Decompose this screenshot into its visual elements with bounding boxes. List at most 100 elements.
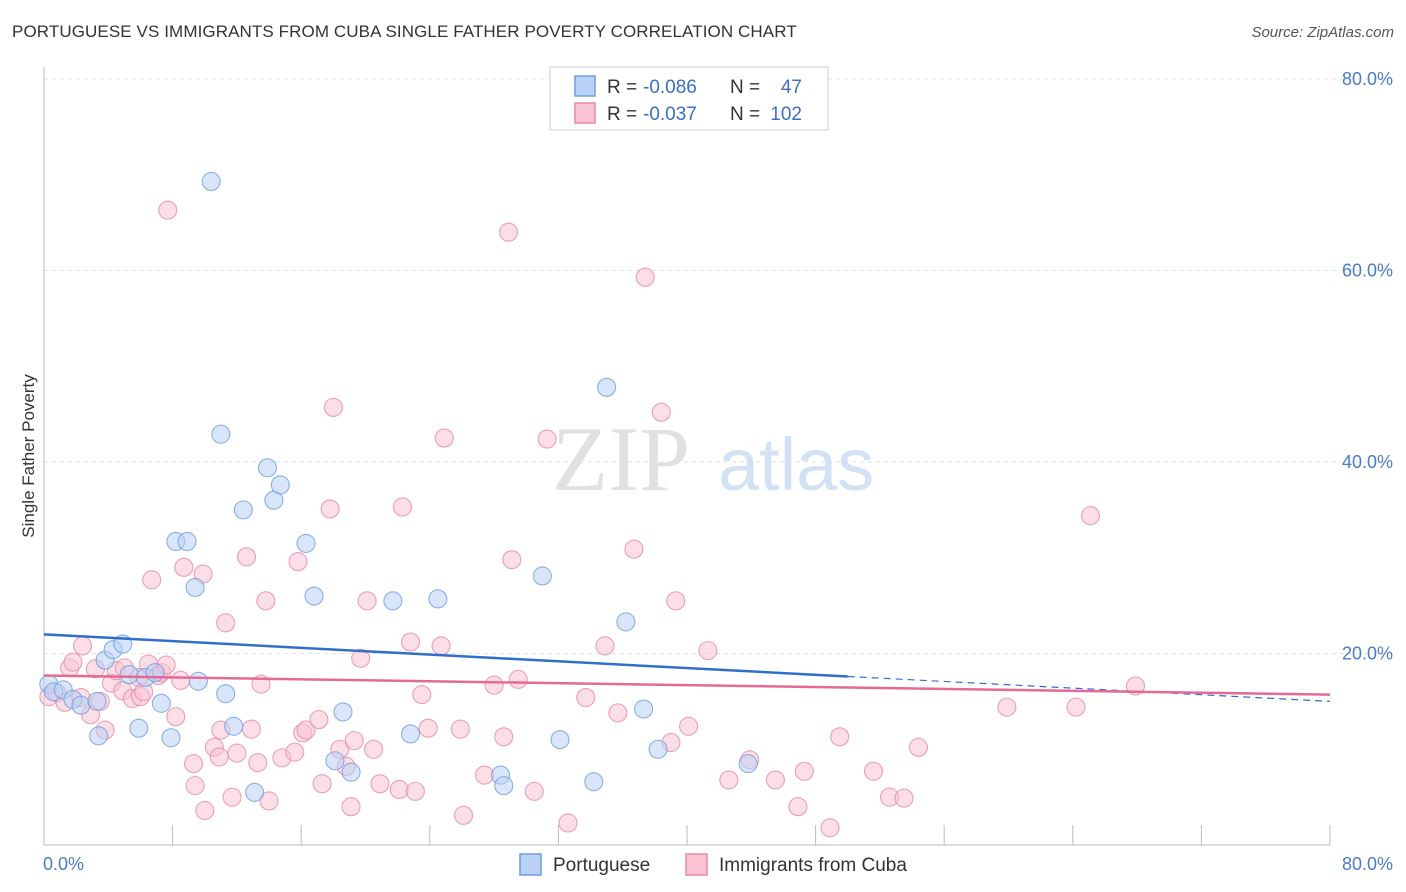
point-cuba-45 [285, 742, 305, 762]
point-cuba-76 [508, 669, 528, 689]
point-cuba-56 [344, 731, 364, 751]
point-cuba-38 [236, 547, 257, 567]
point-portuguese-36 [428, 589, 448, 609]
point-portuguese-5 [87, 691, 107, 711]
chart-source: Source: ZipAtlas.com [1251, 24, 1394, 41]
grid-lines [44, 78, 1392, 654]
chart-title: PORTUGUESE VS IMMIGRANTS FROM CUBA SINGL… [12, 22, 797, 41]
point-cuba-61 [389, 779, 409, 800]
point-cuba-62 [392, 497, 413, 517]
point-cuba-42 [256, 591, 276, 611]
point-portuguese-46 [738, 754, 758, 774]
legend-box [549, 66, 829, 131]
point-cuba-52 [323, 397, 343, 417]
point-cuba-25 [166, 707, 186, 727]
point-cuba-65 [412, 685, 432, 705]
point-cuba-100 [908, 737, 929, 757]
point-portuguese-41 [584, 772, 604, 792]
point-portuguese-34 [383, 591, 403, 611]
bottom-legend-label-portuguese: Portuguese [553, 855, 650, 876]
point-portuguese-21 [211, 424, 231, 444]
legend-swatch-cuba [574, 102, 596, 124]
point-cuba-78 [537, 429, 557, 449]
legend-n-label-1: N = [730, 77, 760, 98]
point-portuguese-10 [119, 665, 139, 685]
point-cuba-88 [679, 716, 699, 736]
point-cuba-97 [863, 761, 884, 781]
point-cuba-71 [474, 765, 495, 785]
point-cuba-75 [502, 550, 522, 570]
point-cuba-95 [820, 818, 840, 838]
point-cuba-50 [312, 774, 332, 794]
point-portuguese-20 [201, 171, 221, 192]
point-portuguese-13 [145, 663, 165, 683]
point-cuba-43 [259, 791, 279, 811]
legend-swatch-portuguese [574, 75, 596, 97]
point-portuguese-15 [161, 728, 181, 748]
point-portuguese-4 [71, 695, 91, 715]
point-portuguese-6 [89, 726, 109, 746]
legend: R = -0.086 N = 47 R = -0.037 N = 102 [549, 66, 829, 131]
point-cuba-103 [1080, 506, 1101, 526]
point-portuguese-14 [151, 693, 171, 713]
watermark: ZIP atlas [552, 408, 874, 510]
point-cuba-93 [788, 797, 808, 817]
bottom-legend: Portuguese Immigrants from Cuba [519, 853, 907, 876]
point-cuba-51 [320, 499, 340, 519]
trend-line-cuba [43, 674, 1331, 696]
legend-r-value-2: -0.037 [643, 104, 697, 125]
y-tick-label-40: 40.0% [1342, 452, 1393, 472]
point-cuba-39 [241, 719, 261, 739]
data-points [39, 171, 1146, 838]
point-portuguese-11 [129, 718, 149, 738]
point-cuba-94 [794, 761, 814, 781]
point-cuba-36 [222, 787, 242, 807]
point-cuba-81 [595, 636, 615, 656]
point-cuba-46 [288, 552, 308, 572]
legend-n-value-1: 47 [781, 77, 802, 98]
point-cuba-63 [400, 632, 421, 652]
legend-r-label-2: R = [607, 104, 637, 125]
point-cuba-92 [765, 770, 785, 790]
point-portuguese-43 [616, 612, 636, 632]
x-tick-label-80: 80.0% [1342, 854, 1393, 874]
trend-lines [43, 633, 1331, 702]
point-cuba-66 [418, 718, 438, 738]
x-tick-labels: 0.0% 80.0% [43, 854, 1393, 874]
point-portuguese-18 [185, 577, 205, 597]
trend-line-portuguese [43, 633, 848, 678]
point-portuguese-32 [333, 702, 353, 722]
point-cuba-79 [558, 813, 578, 833]
bottom-legend-swatch-portuguese [519, 853, 542, 876]
point-cuba-87 [666, 591, 686, 611]
point-cuba-74 [499, 222, 519, 242]
point-portuguese-40 [550, 730, 570, 750]
point-cuba-68 [434, 428, 454, 448]
point-cuba-59 [363, 739, 384, 759]
point-portuguese-26 [257, 458, 277, 478]
point-cuba-90 [719, 770, 739, 790]
point-cuba-26 [171, 670, 191, 690]
y-axis-label: Single Father Poverty [19, 374, 38, 538]
point-cuba-24 [158, 200, 178, 220]
point-cuba-73 [494, 727, 514, 747]
point-portuguese-29 [296, 533, 316, 553]
point-portuguese-25 [245, 782, 265, 802]
point-cuba-80 [576, 687, 596, 708]
point-cuba-35 [216, 613, 236, 633]
point-portuguese-17 [177, 531, 197, 552]
legend-r-label-1: R = [607, 77, 637, 98]
point-cuba-31 [195, 800, 215, 821]
point-cuba-99 [894, 788, 914, 808]
point-cuba-55 [341, 797, 361, 817]
point-portuguese-23 [224, 716, 244, 736]
point-portuguese-33 [341, 762, 361, 782]
y-tick-label-60: 60.0% [1342, 261, 1393, 281]
y-tick-label-80: 80.0% [1342, 69, 1393, 89]
point-portuguese-31 [325, 751, 345, 771]
point-cuba-67 [431, 636, 451, 656]
point-cuba-96 [830, 727, 850, 747]
point-cuba-60 [370, 774, 390, 794]
point-cuba-20 [142, 570, 162, 590]
